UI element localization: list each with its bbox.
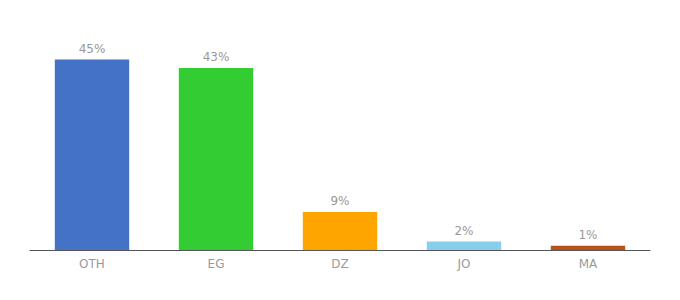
svg-text:2%: 2% xyxy=(454,224,473,238)
svg-text:9%: 9% xyxy=(330,194,349,208)
svg-text:EG: EG xyxy=(208,257,225,271)
svg-text:45%: 45% xyxy=(79,42,106,56)
svg-text:1%: 1% xyxy=(578,228,597,242)
svg-text:JO: JO xyxy=(457,257,471,271)
svg-text:OTH: OTH xyxy=(79,257,105,271)
svg-text:DZ: DZ xyxy=(331,257,348,271)
svg-text:43%: 43% xyxy=(203,50,230,64)
svg-text:MA: MA xyxy=(579,257,598,271)
